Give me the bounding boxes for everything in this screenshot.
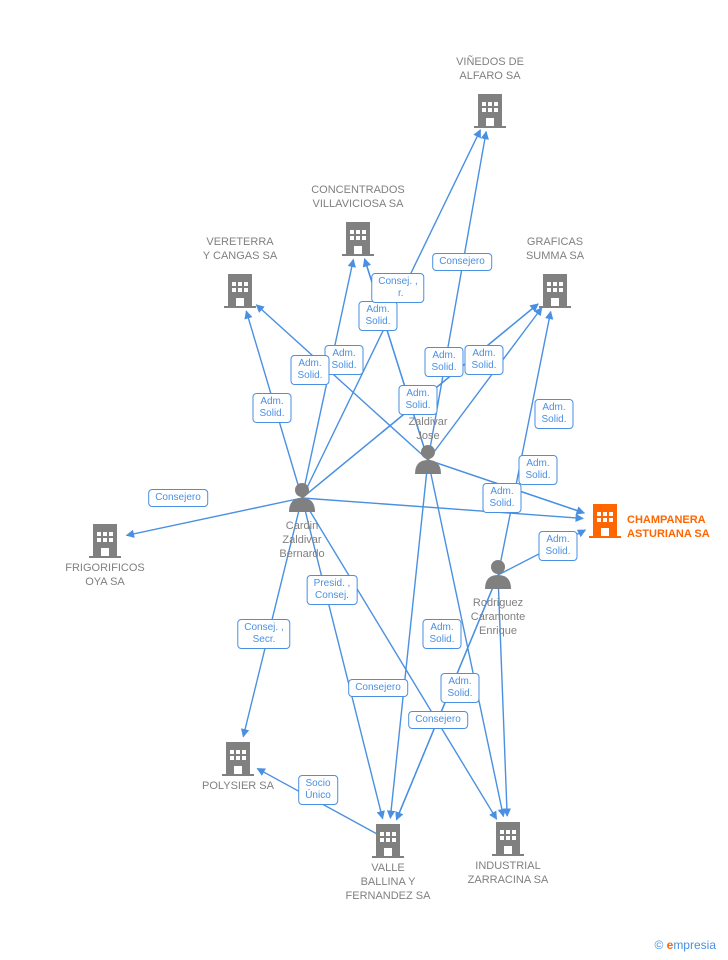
- company-icon: [474, 94, 506, 128]
- copyright-footer: © empresia: [654, 938, 716, 952]
- person-label: Zaldivar Jose: [408, 416, 447, 444]
- edge-label: Adm. Solid.: [290, 355, 329, 385]
- edge-label: Consejero: [348, 679, 408, 697]
- edge: [302, 498, 583, 518]
- edge: [256, 305, 428, 460]
- company-icon: [222, 742, 254, 776]
- edge-label: Adm. Solid.: [518, 455, 557, 485]
- company-label: VALLE BALLINA Y FERNANDEZ SA: [346, 862, 431, 903]
- company-label: CONCENTRADOS VILLAVICIOSA SA: [311, 184, 405, 212]
- company-icon: [89, 524, 121, 558]
- edge-label: Adm. Solid.: [482, 483, 521, 513]
- edge-label: Consejero: [432, 253, 492, 271]
- edge-label: Adm. Solid.: [324, 345, 363, 375]
- company-label: CHAMPANERA ASTURIANA SA: [627, 514, 710, 542]
- company-icon: [224, 274, 256, 308]
- edge-label: Adm. Solid.: [424, 347, 463, 377]
- edge-label: Adm. Solid.: [464, 345, 503, 375]
- edge-label: Consejero: [148, 489, 208, 507]
- edge-label: Consej. , r.: [371, 273, 424, 303]
- edge-label: Adm. Solid.: [534, 399, 573, 429]
- edge-label: Adm. Solid.: [358, 301, 397, 331]
- edge-label: Adm. Solid.: [252, 393, 291, 423]
- company-label: POLYSIER SA: [202, 780, 274, 794]
- company-icon: [539, 274, 571, 308]
- company-label: GRAFICAS SUMMA SA: [526, 236, 584, 264]
- edge-label: Consejero: [408, 711, 468, 729]
- edge-label: Socio Único: [298, 775, 338, 805]
- company-icon: [342, 222, 374, 256]
- edge-label: Presid. , Consej.: [307, 575, 358, 605]
- person-label: Cardin Zaldivar Bernardo: [279, 520, 324, 561]
- company-icon: [492, 822, 524, 856]
- edge: [302, 498, 497, 819]
- company-label: INDUSTRIAL ZARRACINA SA: [468, 860, 549, 888]
- brand-rest: mpresia: [673, 938, 716, 952]
- company-icon: [589, 504, 621, 538]
- edge-label: Adm. Solid.: [398, 385, 437, 415]
- company-label: FRIGORIFICOS OYA SA: [65, 562, 144, 590]
- person-label: Rodriguez Caramonte Enrique: [471, 597, 525, 638]
- edge-label: Adm. Solid.: [538, 531, 577, 561]
- company-icon: [372, 824, 404, 858]
- company-label: VIÑEDOS DE ALFARO SA: [456, 56, 524, 84]
- company-label: VERETERRA Y CANGAS SA: [203, 236, 277, 264]
- edge-label: Adm. Solid.: [440, 673, 479, 703]
- copyright-symbol: ©: [654, 938, 663, 952]
- edge-label: Consej. , Secr.: [237, 619, 290, 649]
- network-canvas: [0, 0, 728, 960]
- edge-label: Adm. Solid.: [422, 619, 461, 649]
